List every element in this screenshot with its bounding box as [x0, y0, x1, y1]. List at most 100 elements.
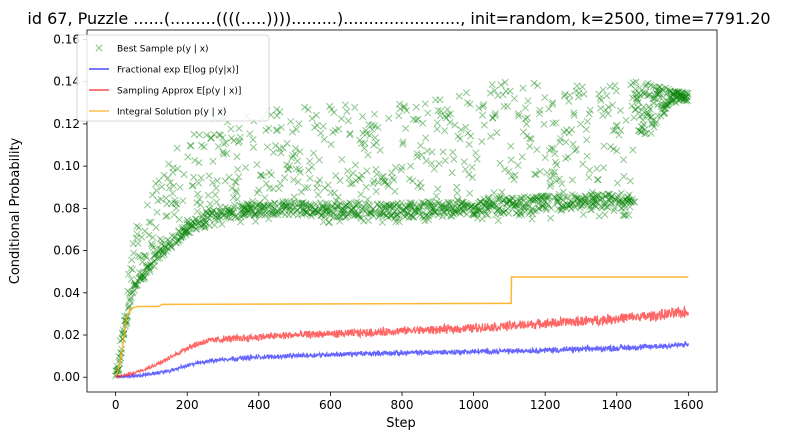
scatter-point: [683, 93, 691, 101]
scatter-point: [620, 211, 628, 219]
scatter-point: [237, 213, 245, 221]
x-tick-label: 400: [247, 398, 270, 412]
scatter-point: [589, 194, 598, 202]
scatter-point: [373, 139, 381, 147]
scatter-point: [359, 129, 367, 137]
scatter-point: [343, 200, 351, 208]
scatter-point: [291, 204, 299, 212]
scatter-point: [134, 252, 143, 260]
scatter-point: [325, 218, 333, 226]
scatter-point: [436, 112, 444, 120]
scatter-point: [533, 145, 541, 154]
scatter-point: [313, 184, 321, 192]
scatter-point: [219, 212, 227, 220]
scatter-point: [213, 177, 221, 185]
scatter-point: [249, 136, 257, 144]
scatter-point: [466, 189, 474, 197]
scatter-point: [331, 200, 339, 208]
scatter-point: [359, 206, 367, 214]
scatter-point: [426, 207, 434, 215]
scatter-point: [564, 201, 572, 209]
scatter-point: [470, 208, 478, 217]
scatter-point: [317, 129, 325, 137]
scatter-point: [166, 239, 174, 247]
scatter-point: [666, 87, 675, 95]
scatter-point: [301, 103, 309, 111]
scatter-point: [484, 211, 492, 219]
scatter-point: [297, 188, 305, 196]
scatter-point: [355, 199, 363, 207]
scatter-point: [335, 202, 343, 210]
scatter-point: [671, 87, 679, 95]
scatter-point: [209, 157, 217, 165]
scatter-point: [401, 213, 409, 221]
scatter-point: [407, 162, 415, 170]
scatter-point: [610, 195, 618, 203]
scatter-point: [410, 213, 418, 221]
scatter-point: [370, 141, 378, 149]
scatter-point: [354, 210, 362, 219]
scatter-point: [209, 179, 217, 187]
scatter-point: [431, 208, 439, 216]
scatter-point: [627, 81, 635, 89]
scatter-point: [542, 206, 550, 214]
scatter-point: [241, 205, 249, 213]
scatter-point: [418, 198, 426, 207]
scatter-point: [242, 205, 250, 213]
scatter-point: [568, 126, 576, 134]
scatter-point: [676, 91, 684, 100]
scatter-point: [473, 207, 481, 215]
scatter-point: [367, 209, 375, 217]
scatter-point: [324, 181, 332, 189]
scatter-point: [577, 202, 585, 210]
scatter-point: [326, 102, 334, 111]
scatter-point: [373, 170, 381, 178]
scatter-point: [509, 201, 517, 209]
scatter-point: [530, 206, 538, 215]
scatter-point: [186, 229, 194, 237]
scatter-point: [495, 195, 503, 203]
scatter-point: [550, 172, 558, 180]
scatter-point: [155, 248, 163, 256]
scatter-point: [165, 160, 173, 168]
scatter-point: [461, 204, 469, 213]
scatter-point: [284, 166, 293, 174]
scatter-point: [653, 101, 661, 109]
scatter-point: [269, 185, 277, 193]
scatter-point: [450, 206, 458, 214]
scatter-point: [388, 174, 396, 182]
scatter-point: [347, 199, 355, 207]
scatter-point: [606, 190, 614, 198]
scatter-point: [592, 192, 600, 200]
scatter-point: [551, 193, 559, 201]
scatter-point: [433, 198, 441, 206]
scatter-point: [511, 171, 519, 179]
scatter-point: [454, 196, 462, 204]
scatter-point: [220, 211, 229, 219]
scatter-point: [265, 124, 273, 132]
scatter-point: [597, 104, 605, 112]
scatter-point: [682, 95, 690, 104]
scatter-point: [163, 236, 172, 244]
scatter-point: [585, 110, 593, 118]
scatter-point: [135, 274, 143, 282]
scatter-point: [364, 196, 372, 204]
scatter-point: [665, 93, 673, 101]
scatter-point: [293, 206, 301, 214]
scatter-point: [563, 194, 571, 202]
scatter-point: [541, 154, 549, 162]
scatter-point: [487, 197, 496, 205]
scatter-point: [240, 210, 248, 218]
scatter-point: [451, 121, 459, 129]
scatter-point: [596, 196, 604, 204]
scatter-point: [580, 90, 588, 98]
scatter-point: [377, 200, 385, 208]
scatter-point: [647, 81, 655, 89]
scatter-point: [577, 120, 585, 128]
scatter-point: [441, 112, 449, 120]
scatter-point: [645, 91, 653, 99]
scatter-point: [176, 233, 184, 242]
scatter-point: [637, 128, 645, 136]
scatter-point: [664, 101, 672, 109]
scatter-point: [565, 129, 573, 137]
